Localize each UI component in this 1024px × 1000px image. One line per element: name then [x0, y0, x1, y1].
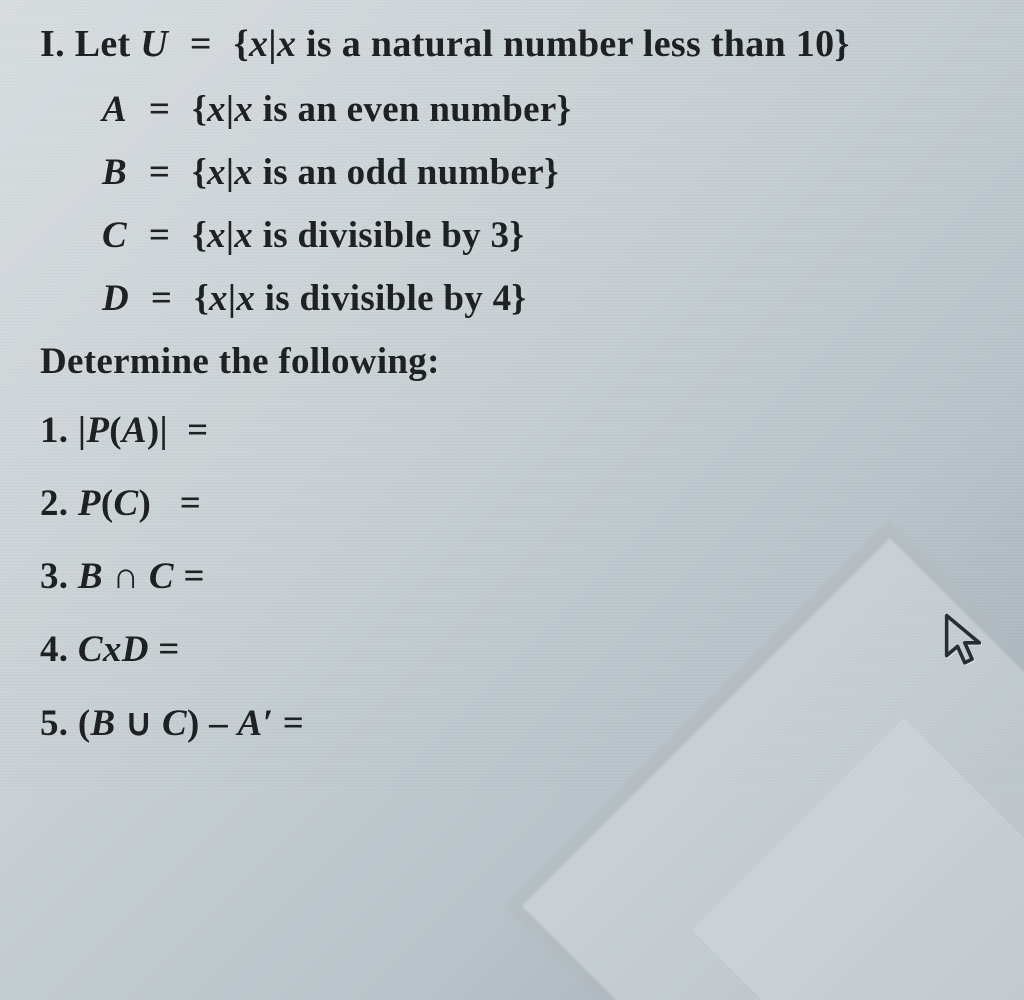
equals: = — [137, 151, 183, 194]
U-symbol: U — [140, 23, 168, 65]
B-definition: {x|x is an odd number} — [192, 152, 559, 193]
set-D-line: D = {x|x is divisible by 4} — [40, 277, 1004, 320]
q5-expr: (B ∪ C) – A′ — [78, 703, 273, 744]
set-B-line: B = {x|x is an odd number} — [40, 151, 1004, 194]
q4-expr: CxD — [78, 629, 149, 670]
B-symbol: B — [102, 152, 127, 193]
q3-num: 3. — [40, 556, 68, 597]
equals: = — [183, 556, 204, 597]
determine-heading: Determine the following: — [40, 340, 1004, 383]
universal-set-line: I. Let U = {x|x is a natural number less… — [40, 22, 1004, 66]
equals: = — [139, 277, 185, 320]
A-symbol: A — [102, 89, 127, 130]
q4-num: 4. — [40, 629, 68, 670]
equals: = — [158, 629, 179, 670]
equals: = — [178, 22, 224, 66]
equals: = — [283, 703, 304, 744]
q1-expr: |P(A)| — [78, 410, 168, 451]
equals: = — [137, 88, 183, 131]
q2-expr: P(C) — [78, 483, 151, 524]
D-symbol: D — [102, 278, 129, 319]
equals: = — [180, 483, 201, 524]
C-definition: {x|x is divisible by 3} — [192, 215, 524, 256]
section-roman: I. — [40, 23, 65, 65]
q3-expr: B ∩ C — [78, 556, 174, 597]
C-symbol: C — [102, 215, 127, 256]
equals: = — [187, 410, 208, 451]
question-2: 2. P(C) = — [40, 482, 1004, 525]
D-definition: {x|x is divisible by 4} — [194, 278, 526, 319]
A-definition: {x|x is an even number} — [192, 89, 571, 130]
q5-num: 5. — [40, 703, 68, 744]
let-word: Let — [75, 23, 131, 65]
set-C-line: C = {x|x is divisible by 3} — [40, 214, 1004, 257]
question-1: 1. |P(A)| = — [40, 409, 1004, 452]
U-definition: {x|x is a natural number less than 10} — [234, 23, 850, 65]
q2-num: 2. — [40, 483, 68, 524]
q1-num: 1. — [40, 410, 68, 451]
cursor-icon — [940, 612, 986, 675]
equals: = — [137, 214, 183, 257]
set-A-line: A = {x|x is an even number} — [40, 88, 1004, 131]
